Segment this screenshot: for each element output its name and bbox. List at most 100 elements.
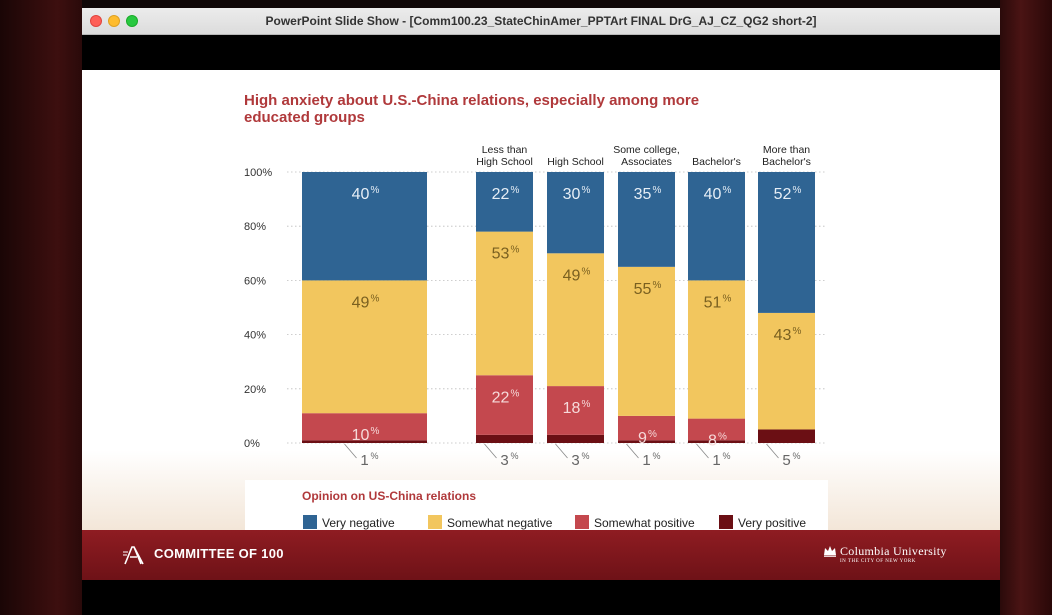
category-label: High School: [476, 156, 533, 168]
data-label-percent: %: [371, 451, 379, 461]
data-label-very-positive: 1: [642, 452, 650, 469]
y-tick-label: 20%: [244, 384, 266, 396]
category-label: Some college,: [613, 144, 680, 156]
data-label-very-positive: 1: [360, 452, 368, 469]
data-label-very-positive: 1: [712, 452, 720, 469]
bar-segment-very-negative: [758, 172, 815, 313]
data-label-percent: %: [582, 266, 591, 277]
bar-segment-very-positive: [476, 434, 533, 443]
slide-footer: COMMITTEE OF 100 Columbia University IN …: [82, 530, 1000, 580]
bar-segment-somewhat-negative: [758, 312, 815, 430]
legend-item-somewhat-negative: Somewhat negative: [428, 515, 552, 530]
legend-item-somewhat-positive: Somewhat positive: [575, 515, 695, 530]
category-label: Less than: [482, 144, 528, 156]
columbia-university-text: Columbia University: [840, 544, 947, 558]
y-tick-label: 60%: [244, 275, 266, 287]
leader-line: [555, 443, 568, 459]
data-label-percent: %: [371, 426, 380, 437]
leader-line: [344, 443, 357, 459]
bar-segment-very-negative: [618, 172, 675, 267]
minimize-window-button[interactable]: [108, 15, 120, 27]
data-label-percent: %: [648, 429, 657, 440]
bar-segment-very-positive: [302, 440, 427, 443]
data-label-somewhat-negative: 55: [634, 281, 652, 298]
data-label-very-negative: 40: [704, 186, 722, 203]
data-label-percent: %: [653, 280, 662, 291]
bar-segment-very-positive: [688, 440, 745, 443]
bar-segment-somewhat-negative: [618, 266, 675, 416]
data-label-percent: %: [653, 185, 662, 196]
data-label-somewhat-positive: 8: [708, 433, 717, 450]
bar-segment-very-negative: [476, 172, 533, 232]
columbia-crown-logo-icon: [824, 546, 836, 557]
bar-segment-very-negative: [688, 172, 745, 281]
slide-title: High anxiety about U.S.-China relations,…: [244, 92, 764, 126]
bar-segment-somewhat-positive: [476, 375, 533, 435]
legend-label-very-negative: Very negative: [322, 516, 395, 530]
leader-line: [766, 443, 779, 459]
desktop-background-left: [0, 0, 82, 615]
category-label: More than: [763, 144, 810, 156]
bar-segment-somewhat-negative: [688, 280, 745, 419]
bar-segment-somewhat-positive: [302, 413, 427, 441]
bar-segment-very-negative: [302, 172, 427, 281]
slide-title-line-2: educated groups: [244, 109, 365, 126]
legend-label-somewhat-positive: Somewhat positive: [594, 516, 695, 530]
bar-segment-very-negative: [547, 172, 604, 254]
bar-segment-very-positive: [758, 429, 815, 443]
data-label-somewhat-negative: 49: [352, 294, 370, 311]
legend-title: Opinion on US-China relations: [302, 489, 476, 503]
y-tick-label: 80%: [244, 221, 266, 233]
committee-of-100-logo-icon: [123, 546, 144, 565]
window-bottom-bar: [82, 588, 1000, 615]
data-label-percent: %: [793, 185, 802, 196]
legend-item-very-positive: Very positive: [719, 515, 806, 530]
data-label-somewhat-positive: 9: [638, 430, 647, 447]
slide[interactable]: High anxiety about U.S.-China relations,…: [82, 70, 1000, 580]
y-tick-label: 100%: [244, 167, 272, 179]
data-label-percent: %: [582, 451, 590, 461]
data-label-very-negative: 40: [352, 186, 370, 203]
leader-line: [696, 443, 709, 459]
legend-swatch-somewhat-negative: [428, 515, 442, 529]
data-label-percent: %: [582, 185, 591, 196]
category-label: Bachelor's: [762, 156, 811, 168]
slide-title-line-1: High anxiety about U.S.-China relations,…: [244, 92, 700, 109]
leader-line: [484, 443, 497, 459]
slideshow-window: PowerPoint Slide Show - [Comm100.23_Stat…: [82, 8, 1000, 615]
data-label-very-negative: 35: [634, 186, 652, 203]
bar-segment-somewhat-positive: [688, 418, 745, 441]
close-window-button[interactable]: [90, 15, 102, 27]
data-label-percent: %: [511, 388, 520, 399]
legend-swatch-very-positive: [719, 515, 733, 529]
data-label-percent: %: [371, 185, 380, 196]
y-tick-label: 0%: [244, 438, 260, 450]
legend-label-very-positive: Very positive: [738, 516, 807, 530]
data-label-very-positive: 3: [500, 452, 508, 469]
committee-of-100-text: COMMITTEE OF 100: [154, 546, 284, 561]
data-label-very-positive: 5: [782, 452, 790, 469]
data-label-very-negative: 30: [563, 186, 581, 203]
data-label-somewhat-negative: 51: [704, 294, 722, 311]
data-label-percent: %: [653, 451, 661, 461]
data-label-somewhat-negative: 43: [774, 327, 792, 344]
bar-segment-somewhat-positive: [618, 415, 675, 441]
columbia-university-subtext: IN THE CITY OF NEW YORK: [840, 559, 916, 564]
bar-segment-very-positive: [547, 434, 604, 443]
bar-segment-somewhat-negative: [302, 280, 427, 414]
data-label-very-positive: 3: [571, 452, 579, 469]
chart-legend: Opinion on US-China relations Very negat…: [245, 480, 828, 538]
bar-segment-somewhat-negative: [476, 231, 533, 376]
data-label-somewhat-negative: 53: [492, 246, 510, 263]
leader-line: [626, 443, 639, 459]
data-label-somewhat-positive: 22: [492, 389, 510, 406]
data-label-percent: %: [793, 326, 802, 337]
legend-swatch-very-negative: [303, 515, 317, 529]
data-label-percent: %: [511, 185, 520, 196]
data-label-percent: %: [718, 432, 727, 443]
window-titlebar: PowerPoint Slide Show - [Comm100.23_Stat…: [82, 8, 1000, 35]
data-label-somewhat-negative: 49: [563, 267, 581, 284]
window-title: PowerPoint Slide Show - [Comm100.23_Stat…: [265, 14, 817, 28]
fullscreen-window-button[interactable]: [126, 15, 138, 27]
data-label-percent: %: [723, 185, 732, 196]
